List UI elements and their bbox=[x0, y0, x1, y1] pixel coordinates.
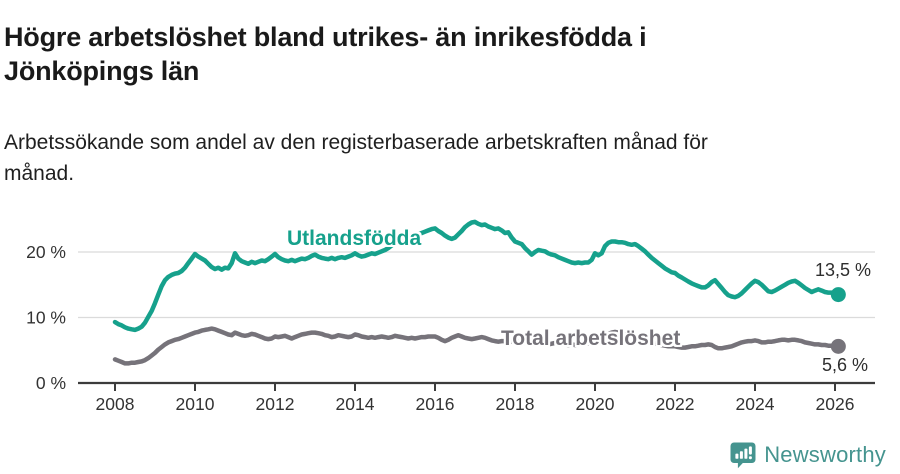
x-tick-label: 2018 bbox=[496, 394, 535, 414]
series-line-utlandsfodda bbox=[112, 219, 841, 333]
newsworthy-logo-icon bbox=[730, 442, 756, 469]
x-tick-label: 2012 bbox=[256, 394, 295, 414]
footer-brand: Newsworthy bbox=[729, 441, 886, 469]
logo-bar-large bbox=[744, 448, 748, 459]
x-tick-label: 2026 bbox=[816, 394, 855, 414]
y-tick-label: 0 % bbox=[36, 373, 66, 393]
chart-title: Högre arbetslöshet bland utrikes- än inr… bbox=[4, 22, 647, 87]
series-end-dot-utlandsfodda bbox=[830, 287, 846, 303]
end-value-label-utlandsfodda: 13,5 % bbox=[815, 260, 872, 280]
x-tick-label: 2010 bbox=[176, 394, 215, 414]
x-tick-label: 2024 bbox=[736, 394, 775, 414]
x-tick-label: 2020 bbox=[576, 394, 615, 414]
logo-exclamation-stem bbox=[749, 446, 753, 455]
end-value-label-total: 5,6 % bbox=[822, 355, 869, 375]
series-label-utlandsfodda: Utlandsfödda bbox=[287, 227, 422, 250]
x-tick-label: 2022 bbox=[656, 394, 695, 414]
y-tick-label: 20 % bbox=[26, 242, 66, 262]
series-label-total-arbetsloshet: Total arbetslöshet bbox=[501, 327, 681, 350]
x-tick-label: 2008 bbox=[96, 394, 135, 414]
logo-bar-medium bbox=[740, 451, 744, 459]
brand-wordmark: Newsworthy bbox=[764, 442, 886, 467]
y-tick-label: 10 % bbox=[26, 308, 66, 328]
series-line-total bbox=[112, 326, 841, 366]
x-tick-label: 2014 bbox=[336, 394, 375, 414]
chart-subtitle: Arbetssökande som andel av den registerb… bbox=[4, 131, 708, 185]
series-end-dot-total bbox=[830, 338, 846, 354]
x-tick-label: 2016 bbox=[416, 394, 455, 414]
logo-bar-small bbox=[735, 453, 739, 459]
logo-exclamation-dot bbox=[749, 456, 753, 460]
